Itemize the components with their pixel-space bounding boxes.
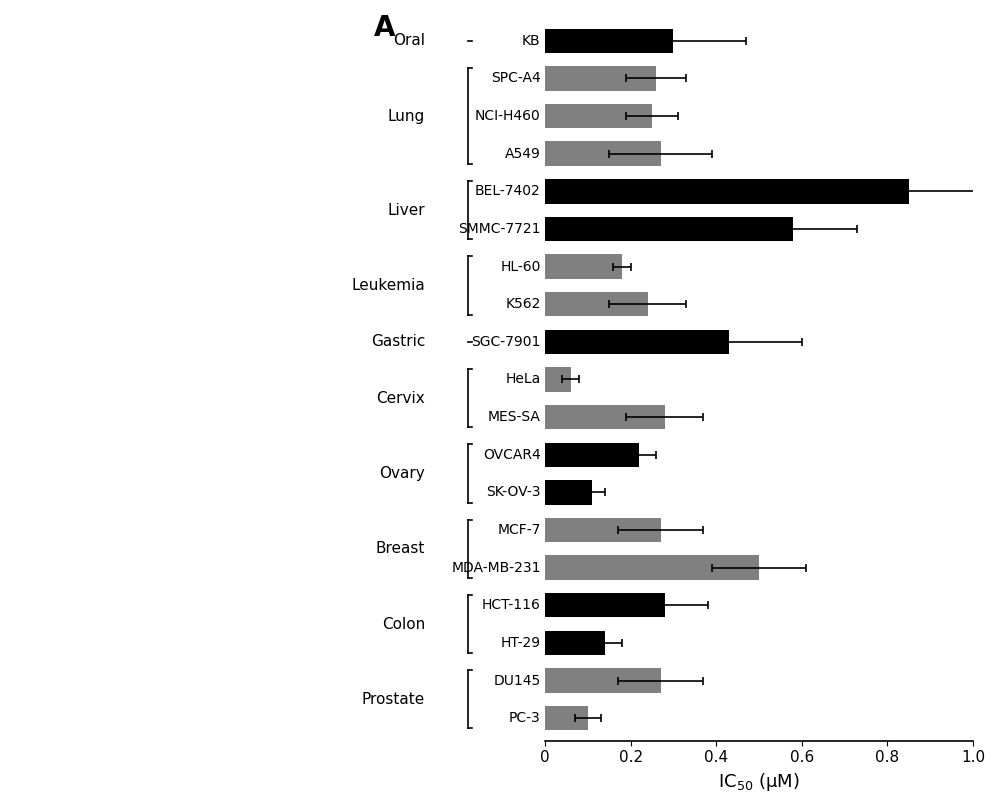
Bar [545,706,588,730]
Bar [545,292,648,317]
Bar [545,593,665,617]
Bar [545,368,571,392]
Text: Ovary: Ovary [379,466,425,481]
Text: Breast: Breast [376,541,425,557]
Bar [545,668,661,692]
Bar [545,330,729,354]
Bar [545,443,639,467]
Bar [545,104,652,128]
Text: Cervix: Cervix [376,391,425,406]
Text: Prostate: Prostate [362,692,425,707]
Bar [545,518,661,542]
Bar [545,405,665,429]
Text: NCI-H460: NCI-H460 [475,109,541,123]
Bar [545,141,661,166]
Bar [545,217,793,242]
Bar [545,555,759,580]
Text: SGC-7901: SGC-7901 [471,335,541,349]
Bar [545,480,592,505]
X-axis label: IC$_{50}$ (μM): IC$_{50}$ (μM) [718,771,800,793]
Bar [545,255,622,279]
Text: HCT-116: HCT-116 [482,598,541,612]
Text: MCF-7: MCF-7 [497,523,541,537]
Bar [545,631,605,655]
Text: SMMC-7721: SMMC-7721 [458,222,541,236]
Text: K562: K562 [505,297,541,311]
Text: HT-29: HT-29 [501,636,541,650]
Text: Lung: Lung [388,108,425,124]
Bar [545,179,909,204]
Text: KB: KB [522,34,541,48]
Text: Liver: Liver [388,203,425,217]
Text: A: A [374,15,395,43]
Bar [545,28,673,53]
Text: Oral: Oral [393,33,425,48]
Text: Leukemia: Leukemia [351,278,425,293]
Text: DU145: DU145 [493,674,541,688]
Text: OVCAR4: OVCAR4 [483,448,541,461]
Text: Gastric: Gastric [371,335,425,349]
Text: PC-3: PC-3 [509,711,541,725]
Text: A549: A549 [505,147,541,161]
Bar [545,66,656,90]
Text: Colon: Colon [382,617,425,632]
Text: MES-SA: MES-SA [488,410,541,424]
Text: SPC-A4: SPC-A4 [491,71,541,86]
Text: MDA-MB-231: MDA-MB-231 [451,561,541,574]
Text: BEL-7402: BEL-7402 [475,184,541,198]
Text: HL-60: HL-60 [500,259,541,274]
Text: SK-OV-3: SK-OV-3 [486,486,541,499]
Text: HeLa: HeLa [505,372,541,386]
